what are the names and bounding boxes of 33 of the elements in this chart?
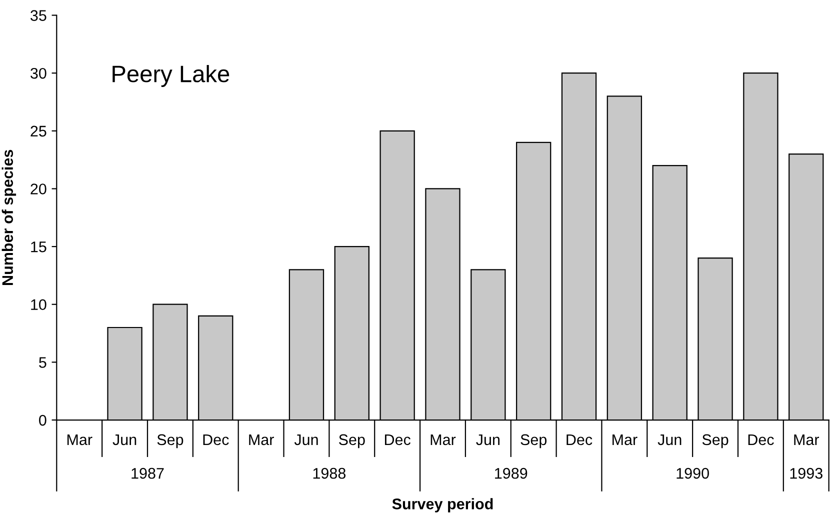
- text: 1993: [790, 468, 822, 479]
- x-tick-label: Sep: [520, 434, 547, 448]
- x-tick-label: Sep: [338, 434, 365, 448]
- y-tick-label: 0: [39, 414, 46, 426]
- x-tick-label: Mar: [67, 434, 92, 446]
- y-tick-label: 25: [30, 126, 46, 137]
- x-tick-label: Dec: [566, 434, 592, 446]
- x-tick-label: Dec: [748, 434, 774, 446]
- y-tick-label: 10: [31, 299, 46, 310]
- x-tick-label: Dec: [203, 434, 229, 446]
- y-tick-label: 35: [30, 10, 46, 21]
- y-tick-label: 20: [30, 184, 46, 194]
- x-tick-label: Jun: [294, 434, 318, 446]
- text: 1989: [495, 468, 528, 479]
- text: 1988: [313, 468, 346, 479]
- x-tick-label: Sep: [157, 434, 184, 448]
- x-tick-label: Jun: [112, 434, 136, 446]
- annotation: Peery Lake: [112, 64, 230, 87]
- x-tick-label: Mar: [794, 434, 820, 446]
- y-tick-label: 30: [30, 68, 46, 79]
- x-tick-label: Mar: [612, 434, 638, 446]
- x-tick-label: Sep: [702, 434, 728, 448]
- x-axis-title: Survey period: [392, 498, 493, 512]
- x-tick-label: Jun: [476, 434, 500, 446]
- x-tick-label: Dec: [384, 434, 410, 446]
- x-tick-label: Mar: [430, 434, 456, 446]
- y-tick-label: 5: [39, 357, 46, 368]
- text: 1990: [676, 468, 709, 479]
- y-tick-label: 15: [31, 242, 46, 252]
- y-axis-title: Number of species: [2, 150, 16, 285]
- x-tick-label: Jun: [658, 434, 682, 446]
- x-tick-label: Mar: [249, 434, 274, 446]
- text: 1987: [132, 468, 164, 479]
